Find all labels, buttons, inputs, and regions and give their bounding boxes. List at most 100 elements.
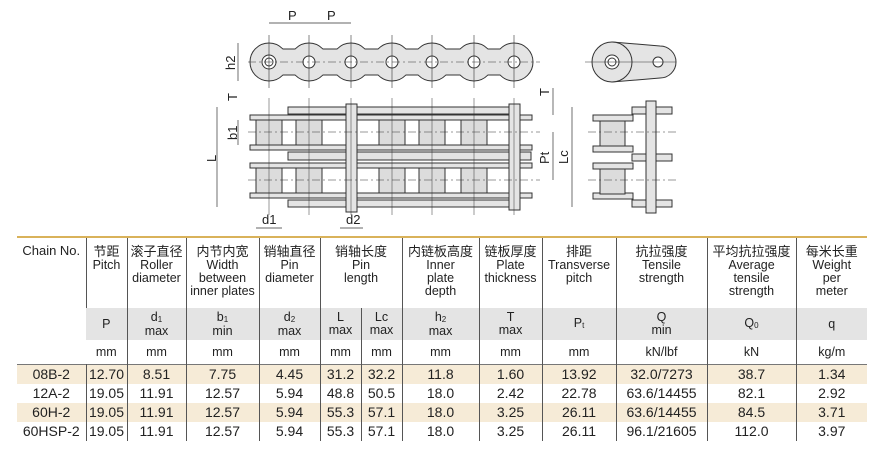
table-cell: 57.1: [360, 403, 403, 422]
side-inner-plate: [592, 114, 634, 122]
side-pin: [645, 100, 657, 214]
label-lc: Lc: [556, 150, 571, 164]
column-unit: kN/lbf: [615, 340, 708, 365]
inner-plate: [249, 162, 533, 169]
table-cell: 32.0/7273: [615, 364, 708, 384]
header-row: Chain No. 节距 Pitch 滚子直径 Roller diameter 内节内宽 Wi…: [17, 237, 868, 308]
column-unit: mm: [95, 344, 117, 359]
label-h2: h2: [223, 56, 238, 70]
symbol: T: [506, 310, 515, 324]
table-cell: 63.6/14455: [615, 403, 708, 422]
table-cell: 5.94: [258, 384, 320, 403]
table-cell: 55.3: [319, 422, 361, 441]
table-cell: 11.8: [401, 364, 480, 384]
chain-spec-table: Chain No. 节距 Pitch 滚子直径 Roller diameter 内节内宽 Wi…: [17, 236, 868, 441]
end-pin: [508, 103, 521, 211]
table-cell: 12.57: [185, 422, 259, 441]
table-cell: 82.1: [706, 384, 797, 403]
symbol-subscript: 1: [223, 314, 229, 324]
symbol-qualifier: min: [651, 323, 672, 337]
symbol: Lc: [374, 310, 389, 324]
label-pt: Pt: [537, 151, 552, 164]
column-symbol: b1 min: [185, 308, 259, 340]
table-row: 12A-2 19.05 11.91 12.57 5.94 48.8 50.5 18.0 2.42…: [17, 384, 868, 403]
symbol: h: [434, 309, 442, 324]
table-cell: 7.75: [185, 364, 259, 384]
table-cell: 8.51: [126, 364, 186, 384]
symbol: L: [337, 310, 344, 324]
label-d1: d1: [262, 212, 276, 227]
column-header-en: thickness: [484, 271, 537, 285]
side-inner-plate: [592, 162, 634, 170]
inner-plate: [249, 144, 533, 151]
column-header-en: Transverse: [547, 258, 611, 272]
column-header-en: per: [822, 271, 841, 285]
column-unit: kg/m: [795, 340, 868, 365]
table-cell: 38.7: [706, 364, 797, 384]
table-cell: 57.1: [360, 422, 403, 441]
symbol-subscript: 0: [754, 321, 759, 330]
column-header-en: Inner: [426, 258, 455, 272]
column-header-en: length: [343, 271, 379, 285]
column-symbol: Q0: [706, 308, 797, 340]
symbol-subscript: 2: [290, 314, 296, 324]
chain-no-header: Chain No.: [22, 243, 81, 258]
side-inner-plate: [592, 145, 634, 153]
table-cell: 55.3: [319, 403, 361, 422]
chain-technical-drawing: P P h2 T b1 L d1 d2 T Pt Lc: [204, 8, 677, 229]
table-cell: 5.94: [258, 422, 320, 441]
symbol: d: [283, 309, 291, 324]
table-cell: 3.25: [478, 422, 543, 441]
chain-drawing-shapes: [216, 22, 677, 229]
column-header-zh: 销轴长度: [335, 244, 388, 259]
column-header: 平均抗拉强度 Average tensile strength: [706, 237, 797, 308]
column-header: 销轴直径 Pin diameter: [258, 237, 320, 308]
column-header: 链板厚度 Plate thickness: [478, 237, 543, 308]
table-cell: 26.11: [541, 422, 617, 441]
symbol: Q: [744, 316, 755, 330]
table-cell: 31.2: [319, 364, 361, 384]
table-cell: 1.60: [478, 364, 543, 384]
table-row: 60HSP-2 19.05 11.91 12.57 5.94 55.3 57.1 18.0 3.…: [17, 422, 868, 441]
symbol-qualifier: max: [328, 323, 353, 337]
column-header-en: strength: [728, 284, 775, 298]
column-header-en: Width: [206, 258, 239, 272]
table-cell: 18.0: [401, 422, 480, 441]
table-cell: 12.57: [185, 384, 259, 403]
symbol: P: [573, 316, 583, 330]
chain-no-cell: 08B-2: [17, 364, 86, 384]
column-header-zh: 平均抗拉强度: [712, 244, 791, 259]
column-header-en: Tensile: [642, 258, 681, 272]
label-t-right: T: [537, 88, 552, 96]
column-header-zh: 滚子直径: [130, 244, 183, 259]
table-cell: 11.91: [126, 422, 186, 441]
table-cell: 13.92: [541, 364, 617, 384]
table-cell: 11.91: [126, 384, 186, 403]
table-cell: 96.1/21605: [615, 422, 708, 441]
column-header-en: strength: [638, 271, 685, 285]
symbol-subscript: 2: [441, 314, 447, 324]
column-unit: mm: [258, 340, 320, 365]
dimension-labels: P P h2 T b1 L d1 d2 T Pt Lc: [204, 8, 571, 227]
column-unit: mm: [360, 340, 403, 365]
symbol: q: [828, 316, 836, 331]
column-header-en: Average: [728, 258, 775, 272]
column-header-en: Pitch: [92, 258, 121, 272]
symbol-subscript: t: [582, 321, 585, 330]
symbol: b: [216, 309, 224, 324]
column-unit: mm: [185, 340, 259, 365]
table-cell: 50.5: [360, 384, 403, 403]
table-cell: 3.71: [795, 403, 868, 422]
symbol: Q: [656, 310, 667, 324]
column-header-en: diameter: [265, 271, 314, 285]
column-symbol: d2 max: [258, 308, 320, 340]
symbol-qualifier: max: [144, 323, 169, 338]
table-cell: 63.6/14455: [615, 384, 708, 403]
column-symbol: d1 max: [126, 308, 186, 340]
symbol-qualifier: max: [277, 323, 302, 338]
column-header: 节距 Pitch: [85, 237, 127, 308]
table-cell: 19.05: [85, 422, 127, 441]
column-symbol: P: [86, 308, 127, 340]
column-header-en: Roller: [140, 258, 173, 272]
